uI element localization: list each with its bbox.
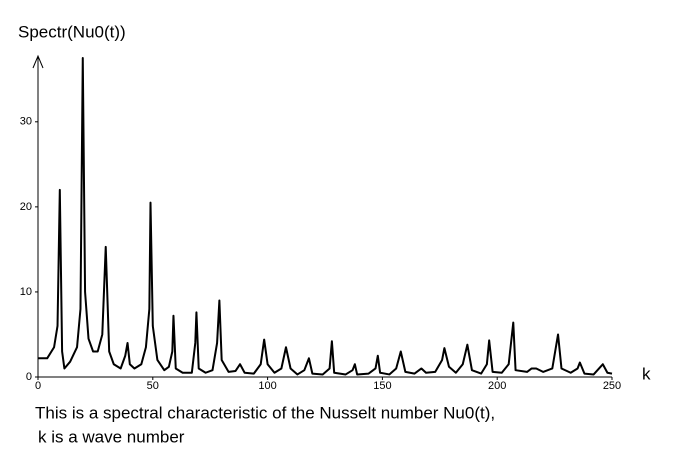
caption-line: k is a wave number [38, 427, 185, 446]
x-tick-label: 250 [603, 380, 621, 392]
x-tick-label: 150 [373, 380, 391, 392]
y-tick-label: 0 [26, 371, 32, 383]
y-tick-label: 20 [20, 201, 32, 213]
chart-title: Spectr(Nu0(t)) [18, 22, 126, 41]
x-tick-label: 50 [147, 380, 159, 392]
y-tick-label: 30 [20, 116, 32, 128]
x-tick-label: 0 [35, 380, 41, 392]
y-axis-arrow [32, 54, 44, 69]
x-tick-label: 100 [258, 380, 276, 392]
spectrum-line [38, 57, 613, 376]
caption-line: This is a spectral characteristic of the… [35, 403, 495, 422]
x-tick-label: 200 [488, 380, 506, 392]
y-tick-label: 10 [20, 286, 32, 298]
x-axis-label: k [642, 364, 651, 383]
